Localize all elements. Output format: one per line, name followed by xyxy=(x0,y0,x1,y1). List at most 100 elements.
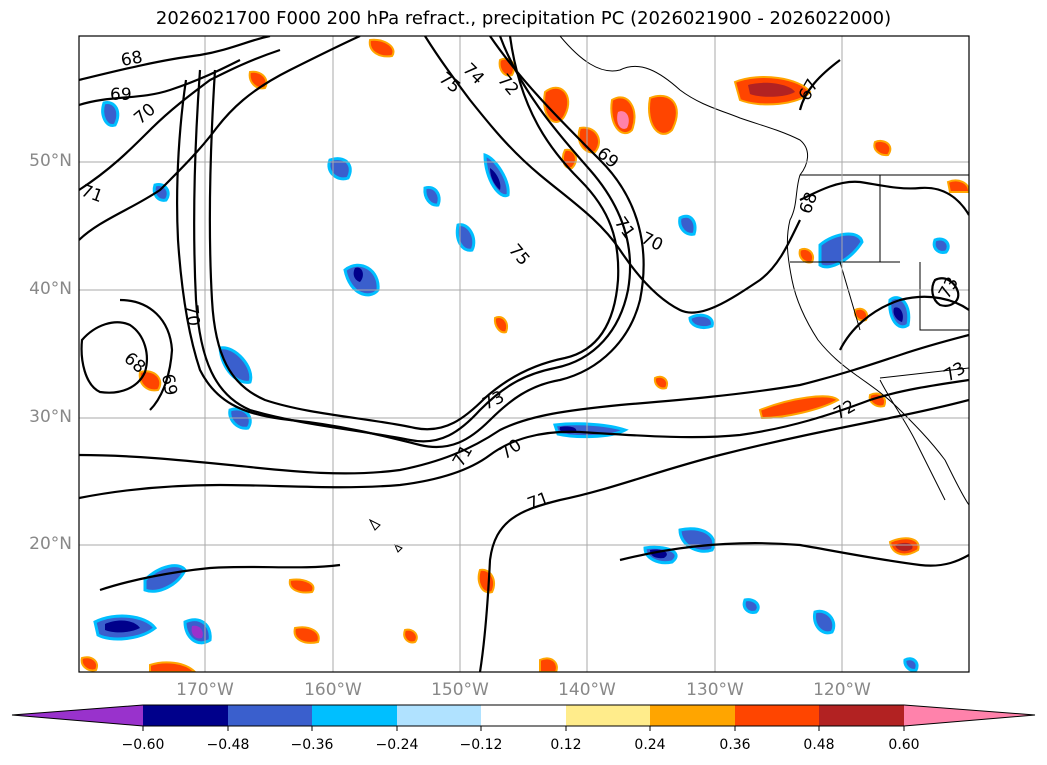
contour-line xyxy=(176,36,645,449)
colorbar-segment xyxy=(312,705,397,726)
precip-cell xyxy=(818,232,864,269)
precip-cell xyxy=(539,657,558,672)
precip-cell xyxy=(678,214,697,236)
map-frame xyxy=(78,35,970,673)
colorbar-segment xyxy=(650,705,735,726)
contour-line xyxy=(478,398,969,672)
precip-cell xyxy=(903,657,919,672)
colorbar-segment xyxy=(566,705,650,726)
precip-cell xyxy=(218,346,253,384)
contour-line xyxy=(208,36,620,431)
colorbar-tick-label: 0.36 xyxy=(719,737,751,753)
precip-cell xyxy=(932,237,950,254)
contour-line xyxy=(839,295,969,351)
colorbar-tick-label: −0.24 xyxy=(375,737,419,753)
lat-label: 40°N xyxy=(29,279,72,299)
precip-cell xyxy=(138,370,162,392)
precip-cell xyxy=(80,656,98,672)
colorbar-segment xyxy=(735,705,819,726)
precip-cell xyxy=(149,661,197,672)
precip-cell xyxy=(543,86,570,123)
contour-line xyxy=(79,333,969,475)
precip-cell xyxy=(648,94,678,135)
precip-cell xyxy=(812,609,836,635)
contour-line xyxy=(99,563,341,592)
precip-cell xyxy=(248,70,268,90)
precip-cell xyxy=(288,578,315,594)
precip-cell xyxy=(403,628,418,644)
colorbar-segment xyxy=(819,705,904,726)
colorbar-tick-label: 0.12 xyxy=(550,737,582,753)
lat-label: 50°N xyxy=(29,151,72,171)
colorbar-tick-label: −0.12 xyxy=(459,737,503,753)
precip-cell xyxy=(105,620,140,633)
precip-cell xyxy=(758,395,840,420)
colorbar-segment xyxy=(481,705,566,726)
contour-line xyxy=(79,48,281,191)
colorbar-tick-label: 0.24 xyxy=(634,737,666,753)
precip-cell xyxy=(946,179,969,193)
precip-cell xyxy=(742,598,760,614)
precip-cell xyxy=(617,111,629,129)
contour-line xyxy=(79,378,969,500)
contour-line xyxy=(79,59,241,107)
colorbar-tick-label: −0.48 xyxy=(206,737,250,753)
border-us-mexico xyxy=(879,367,969,379)
contour-line xyxy=(80,321,148,394)
precip-cell xyxy=(490,168,501,190)
contour-line xyxy=(119,298,174,411)
contour-line xyxy=(798,59,841,111)
contour-line xyxy=(424,36,801,314)
precip-cell xyxy=(423,185,441,207)
lon-label: 170°W xyxy=(176,680,234,700)
coastlines xyxy=(368,36,969,553)
contour-line xyxy=(79,36,271,82)
coastline xyxy=(559,36,969,506)
colorbar-segment xyxy=(904,705,1035,726)
precip-cell xyxy=(368,38,395,58)
colorbar-tick-label: 0.60 xyxy=(888,737,920,753)
precip-cell xyxy=(688,313,714,330)
lon-label: 160°W xyxy=(304,680,362,700)
colorbar-segment xyxy=(397,705,481,726)
state-border xyxy=(790,175,969,331)
precip-cell xyxy=(893,307,903,322)
contour-label: 68 xyxy=(119,47,144,70)
precip-cell xyxy=(455,223,476,252)
colorbar-segment xyxy=(228,705,312,726)
precip-cell xyxy=(653,375,668,390)
contour-line xyxy=(931,277,960,307)
colorbar-tick-label: −0.36 xyxy=(290,737,334,753)
contour-line xyxy=(79,36,361,241)
precip-cell xyxy=(873,140,892,157)
lon-label: 150°W xyxy=(431,680,489,700)
colorbar-segment xyxy=(12,705,143,726)
map-layer: 68 69 70 71 75 74 72 69 68 71 70 75 70 6… xyxy=(79,36,969,672)
precip-cell xyxy=(191,625,203,639)
precip-cell xyxy=(748,82,795,97)
precip-cell xyxy=(327,157,352,181)
contour-lines xyxy=(79,36,969,672)
precip-cell xyxy=(493,316,508,334)
lon-label: 140°W xyxy=(558,680,616,700)
contour-line xyxy=(799,180,969,216)
baja-california xyxy=(879,379,946,501)
lat-label: 20°N xyxy=(29,534,72,554)
hawaii-island xyxy=(368,518,403,553)
colorbar xyxy=(11,704,1036,731)
lon-label: 130°W xyxy=(686,680,744,700)
precip-cell xyxy=(353,267,363,282)
contour-label: 69 xyxy=(110,85,132,105)
precip-cell xyxy=(293,626,320,644)
contour-label: 69 xyxy=(157,372,180,397)
lat-label: 30°N xyxy=(29,407,72,427)
colorbar-segment xyxy=(143,705,228,726)
colorbar-tick-label: −0.60 xyxy=(121,737,165,753)
precip-blobs xyxy=(80,38,969,672)
colorbar-tick-label: 0.48 xyxy=(803,737,835,753)
precip-cell xyxy=(101,101,120,127)
plot-title: 2026021700 F000 200 hPa refract., precip… xyxy=(155,8,892,29)
contour-line xyxy=(619,542,969,567)
contour-label: 70 xyxy=(181,304,203,327)
